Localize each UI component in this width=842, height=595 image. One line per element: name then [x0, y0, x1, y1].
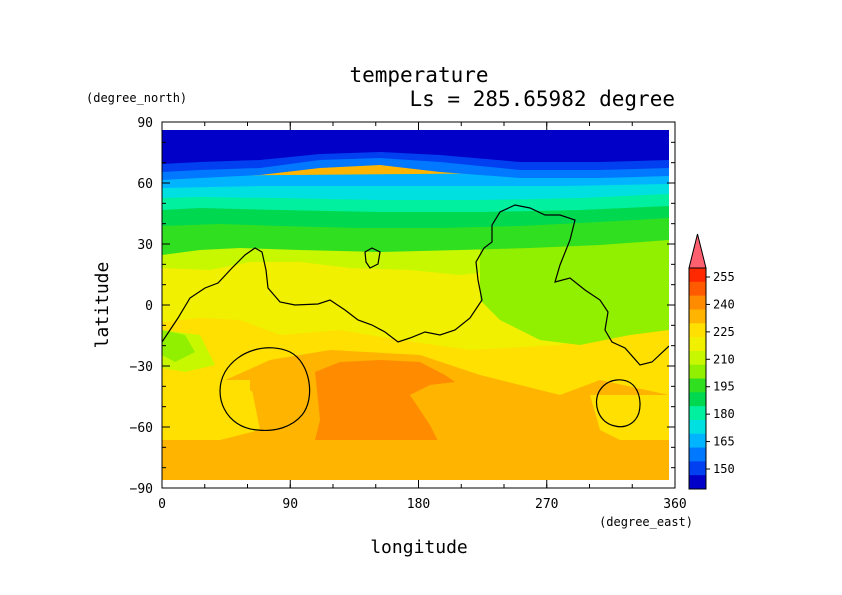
contour-crater-left: [219, 347, 311, 432]
chart-title: temperature: [349, 63, 488, 87]
colorbar-swatch: [689, 281, 706, 297]
colorbar-tick-label: 210: [713, 352, 735, 366]
x-tick-label: 90: [282, 497, 298, 512]
y-tick-label: −60: [130, 421, 153, 436]
colorbar-swatch: [689, 337, 706, 352]
region-green-left: [162, 330, 195, 362]
x-tick-label: 360: [663, 497, 686, 512]
region-orange-left: [250, 365, 300, 400]
topography-contours: [162, 204, 669, 432]
x-unit-label: (degree_east): [599, 515, 693, 529]
colorbar: 255 240 225 210 195 180 165 150: [688, 233, 735, 490]
colorbar-swatch: [689, 364, 706, 379]
colorbar-tick-label: 195: [713, 380, 735, 394]
y-axis: 90 60 30 0 −30 −60 −90: [130, 116, 675, 497]
colorbar-swatch: [689, 433, 706, 449]
colorbar-swatch: [689, 461, 706, 476]
colorbar-swatch: [689, 323, 706, 338]
contour-main: [162, 204, 669, 366]
y-tick-label: 90: [137, 116, 153, 131]
region-orange-bottom: [162, 440, 669, 480]
colorbar-tick-label: 150: [713, 462, 735, 476]
y-axis-label: latitude: [92, 262, 113, 349]
y-tick-label: −30: [130, 360, 153, 375]
x-axis-label: longitude: [370, 537, 468, 558]
colorbar-tick-label: 240: [713, 297, 735, 311]
colorbar-swatch: [689, 447, 706, 462]
y-tick-label: 60: [137, 177, 153, 192]
x-axis: 0 90 180 270 360: [158, 122, 687, 512]
colorbar-swatch: [689, 268, 706, 283]
band-darkblue: [162, 130, 669, 164]
y-unit-label: (degree_north): [86, 91, 187, 105]
x-tick-label: 0: [158, 497, 166, 512]
chart-subtitle: Ls = 285.65982 degree: [409, 87, 675, 111]
colorbar-extend-arrow: [688, 233, 707, 269]
band-yellow-right: [590, 395, 669, 445]
contour-small: [364, 247, 381, 269]
x-tick-label: 270: [535, 497, 558, 512]
colorbar-tick-label: 180: [713, 407, 735, 421]
y-tick-label: 30: [137, 238, 153, 253]
y-tick-label: −90: [130, 482, 153, 497]
colorbar-frame: [688, 267, 707, 490]
region-orange-core: [315, 360, 470, 460]
region-green-right: [480, 230, 669, 345]
colorbar-tick-label: 165: [713, 435, 735, 449]
colorbar-swatch: [689, 475, 706, 490]
colorbar-tick-label: 225: [713, 325, 735, 339]
colorbar-swatch: [689, 378, 706, 393]
y-tick-label: 0: [145, 299, 153, 314]
colorbar-swatch: [689, 392, 706, 407]
colorbar-swatch: [689, 406, 706, 421]
colorbar-swatch: [689, 309, 706, 324]
colorbar-swatch: [689, 419, 706, 435]
band-yellow-lower: [162, 380, 260, 440]
colorbar-tick-label: 255: [713, 270, 735, 284]
contour-crater-right: [595, 379, 641, 428]
colorbar-swatch: [689, 295, 706, 310]
x-tick-label: 180: [407, 497, 430, 512]
colorbar-swatch: [689, 350, 706, 366]
temperature-field: [162, 130, 669, 480]
